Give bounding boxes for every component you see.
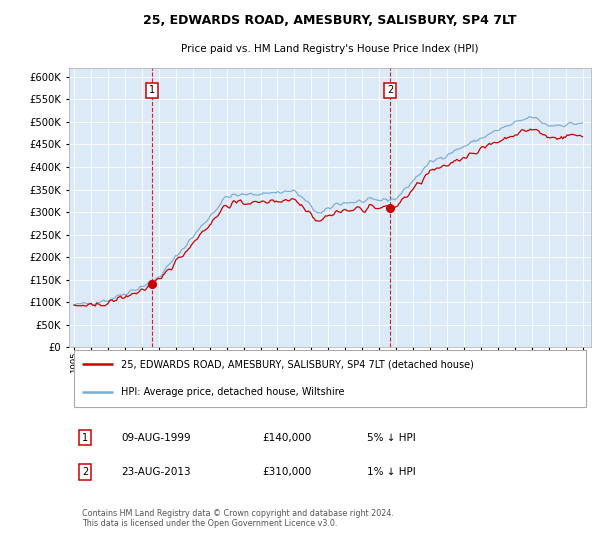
Text: 1% ↓ HPI: 1% ↓ HPI: [367, 467, 415, 477]
Text: 5% ↓ HPI: 5% ↓ HPI: [367, 433, 415, 442]
Text: £310,000: £310,000: [262, 467, 311, 477]
Text: 09-AUG-1999: 09-AUG-1999: [121, 433, 191, 442]
Text: Contains HM Land Registry data © Crown copyright and database right 2024.
This d: Contains HM Land Registry data © Crown c…: [82, 509, 394, 528]
Text: 25, EDWARDS ROAD, AMESBURY, SALISBURY, SP4 7LT (detached house): 25, EDWARDS ROAD, AMESBURY, SALISBURY, S…: [121, 359, 474, 369]
Text: HPI: Average price, detached house, Wiltshire: HPI: Average price, detached house, Wilt…: [121, 388, 344, 398]
Text: £140,000: £140,000: [262, 433, 311, 442]
Text: 2: 2: [82, 467, 88, 477]
Text: 23-AUG-2013: 23-AUG-2013: [121, 467, 191, 477]
Text: 25, EDWARDS ROAD, AMESBURY, SALISBURY, SP4 7LT: 25, EDWARDS ROAD, AMESBURY, SALISBURY, S…: [143, 14, 517, 27]
Text: 1: 1: [149, 85, 155, 95]
Text: Price paid vs. HM Land Registry's House Price Index (HPI): Price paid vs. HM Land Registry's House …: [181, 44, 479, 54]
Text: 2: 2: [387, 85, 393, 95]
FancyBboxPatch shape: [74, 350, 586, 407]
Text: 1: 1: [82, 433, 88, 442]
